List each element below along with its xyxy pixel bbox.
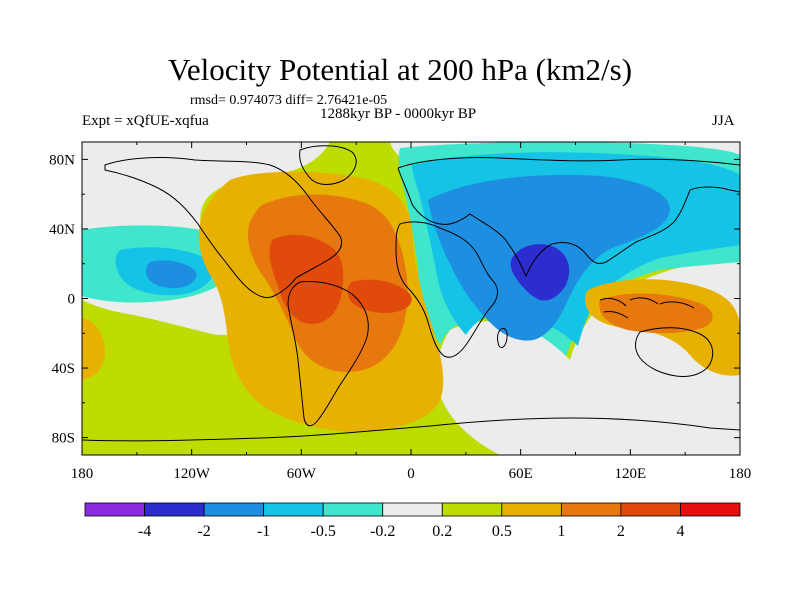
x-tick-label: 60E	[509, 466, 533, 482]
band-pos-left-edge	[82, 318, 105, 380]
coast-south-america	[287, 281, 369, 427]
coast-north-america	[104, 157, 343, 299]
colorbar-label: -1	[257, 523, 270, 540]
experiment-label: Expt = xQfUE-xqfua	[82, 113, 209, 129]
band-pos-2-4-atlantic	[347, 279, 412, 313]
stats-line: rmsd= 0.974073 diff= 2.76421e-05	[190, 93, 388, 108]
colorbar-label: -4	[138, 523, 151, 540]
colorbar-swatch	[144, 502, 205, 517]
colorbar-label: -0.2	[370, 523, 395, 540]
x-tick-label: 120E	[614, 466, 646, 482]
band-neg-2-4	[510, 244, 570, 301]
colorbar-swatch	[441, 502, 503, 517]
colorbar-label: 2	[617, 523, 625, 540]
chart-title: Velocity Potential at 200 hPa (km2/s)	[167, 52, 633, 87]
coast-madagascar	[497, 327, 508, 349]
x-tick-label: 60W	[287, 466, 317, 482]
colorbar-swatch	[382, 502, 443, 517]
colorbar: -4 -2 -1 -0.5 -0.2 0.2 0.5 1 2 4	[84, 502, 741, 540]
x-tick-label: 0	[407, 466, 415, 482]
colorbar-label: 0.2	[432, 523, 452, 540]
colorbar-swatch	[84, 502, 145, 517]
coast-maritime	[599, 297, 695, 319]
period-label: 1288kyr BP - 0000kyr BP	[320, 106, 477, 122]
coast-eurasia	[397, 156, 740, 278]
y-tick-label: 80N	[49, 152, 75, 168]
colorbar-label: 1	[557, 523, 565, 540]
coast-greenland	[299, 145, 357, 185]
y-tick-label: 80S	[52, 431, 75, 447]
x-tick-label: 120W	[173, 466, 211, 482]
contour-field	[82, 142, 740, 455]
colorbar-swatch	[501, 502, 562, 517]
x-ticks: 180 120W 60W 0 60E 120E 180	[71, 142, 752, 482]
colorbar-swatch	[263, 502, 324, 517]
colorbar-swatch	[680, 502, 741, 517]
coastlines	[82, 145, 740, 442]
y-tick-label: 0	[68, 292, 76, 308]
colorbar-label: -2	[197, 523, 210, 540]
y-tick-label: 40S	[52, 361, 75, 377]
colorbar-label: -0.5	[311, 523, 336, 540]
colorbar-swatch	[322, 502, 384, 517]
colorbar-swatch	[620, 502, 681, 517]
coast-australia	[635, 327, 714, 377]
colorbar-swatch	[560, 502, 622, 517]
x-tick-label: 180	[729, 466, 752, 482]
colorbar-swatch	[203, 502, 265, 517]
season-label: JJA	[712, 113, 735, 129]
y-tick-label: 40N	[49, 222, 75, 238]
band-neg-west-pacific-core	[146, 260, 197, 289]
coast-africa	[395, 221, 498, 358]
x-tick-label: 180	[71, 466, 94, 482]
colorbar-label: 0.5	[492, 523, 512, 540]
y-ticks: 80N 40N 0 40S 80S	[49, 152, 740, 447]
coast-antarctica	[82, 417, 740, 442]
colorbar-label: 4	[676, 523, 684, 540]
